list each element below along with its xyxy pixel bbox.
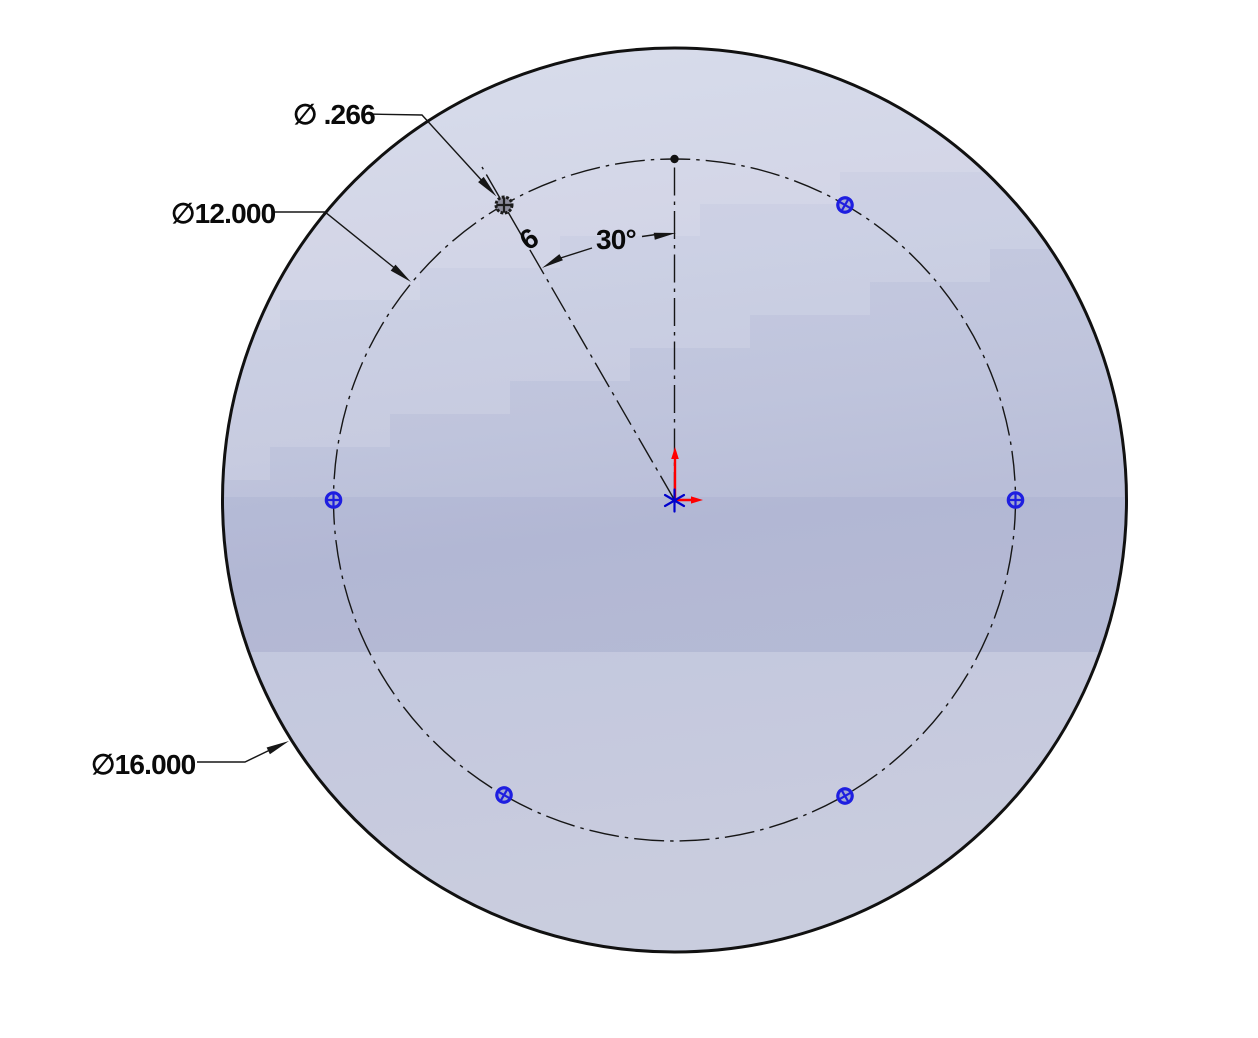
arrowhead-icon [653, 232, 676, 240]
part-edge[interactable] [221, 46, 1128, 954]
dimension-arc [641, 233, 657, 238]
dim-bolt-circle-diameter[interactable]: ∅12.000 [171, 198, 411, 282]
origin-point-icon[interactable] [663, 488, 686, 513]
hole-cross-icon [499, 788, 509, 802]
dim-angle-label[interactable]: 30° [596, 224, 637, 255]
selected-hole-marker[interactable] [494, 195, 514, 215]
dim-outer-diameter[interactable]: ∅16.000 [91, 741, 289, 780]
leader-line [273, 211, 398, 271]
pattern-anchor-point[interactable] [670, 154, 679, 164]
dim-bolt-circle-label[interactable]: ∅12.000 [171, 198, 276, 229]
x-axis-arrowhead-icon [691, 496, 703, 504]
arrowhead-icon [478, 176, 497, 197]
hole-marker[interactable] [324, 491, 343, 509]
origin-triad[interactable] [663, 447, 703, 513]
hole-marker[interactable] [835, 195, 855, 215]
hole-cross-icon [840, 198, 850, 212]
shading-band [222, 497, 1127, 652]
dim-hole-diameter[interactable]: ∅ .266 [293, 99, 497, 197]
arrowhead-icon [542, 254, 563, 268]
y-axis-arrowhead-icon [671, 447, 679, 459]
leader-line [365, 113, 491, 190]
dim-pattern-angle[interactable]: 30° [542, 224, 676, 268]
hole-markers [324, 195, 1025, 806]
angled-centerline[interactable] [481, 166, 676, 501]
dimension-arc [558, 247, 593, 260]
shading-band [222, 652, 1127, 952]
dim-hole-diameter-label[interactable]: ∅ .266 [293, 99, 376, 130]
arrowhead-icon [266, 741, 289, 755]
hole-marker[interactable] [494, 785, 514, 805]
dimensions: ∅ .266 ∅12.000 ∅16.000 30° 6 [91, 99, 676, 780]
part-body[interactable] [150, 25, 1150, 1002]
leader-line [197, 747, 274, 763]
shading-bands [222, 48, 1127, 952]
hole-cross-icon [840, 789, 850, 803]
arrowhead-icon [390, 264, 411, 282]
hole-marker[interactable] [1006, 491, 1025, 509]
dim-outer-diameter-label[interactable]: ∅16.000 [91, 749, 196, 780]
hole-marker[interactable] [835, 786, 855, 806]
